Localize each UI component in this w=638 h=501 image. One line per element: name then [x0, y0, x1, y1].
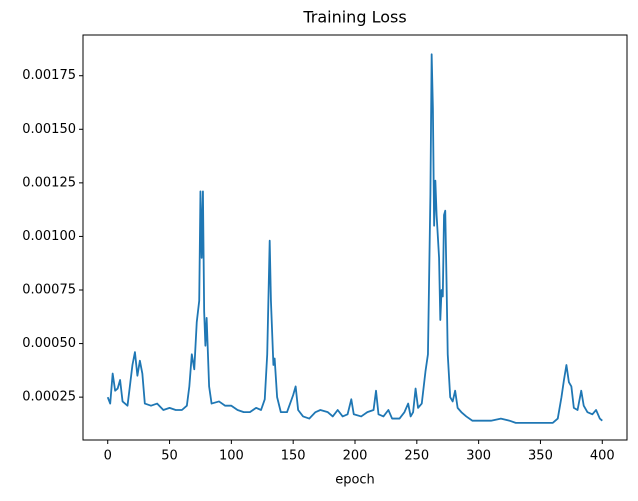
- x-tick-label: 250: [404, 449, 429, 464]
- x-tick-label: 400: [590, 449, 615, 464]
- y-tick-label: 0.00050: [22, 336, 76, 351]
- x-tick-label: 0: [104, 449, 112, 464]
- y-tick-label: 0.00150: [22, 122, 76, 137]
- y-tick-label: 0.00100: [22, 229, 76, 244]
- x-tick-label: 50: [161, 449, 178, 464]
- x-axis-label: epoch: [335, 473, 375, 488]
- chart-title: Training Loss: [302, 8, 406, 27]
- x-tick-label: 200: [343, 449, 368, 464]
- x-tick-label: 100: [219, 449, 244, 464]
- y-tick-label: 0.00075: [22, 283, 76, 298]
- x-tick-label: 300: [466, 449, 491, 464]
- axes-frame: [82, 34, 628, 441]
- y-tick-label: 0.00025: [22, 390, 76, 405]
- x-tick-label: 350: [528, 449, 553, 464]
- y-tick-label: 0.00125: [22, 175, 76, 190]
- x-tick-label: 150: [281, 449, 306, 464]
- loss-line: [106, 53, 603, 424]
- y-tick-label: 0.00175: [22, 68, 76, 83]
